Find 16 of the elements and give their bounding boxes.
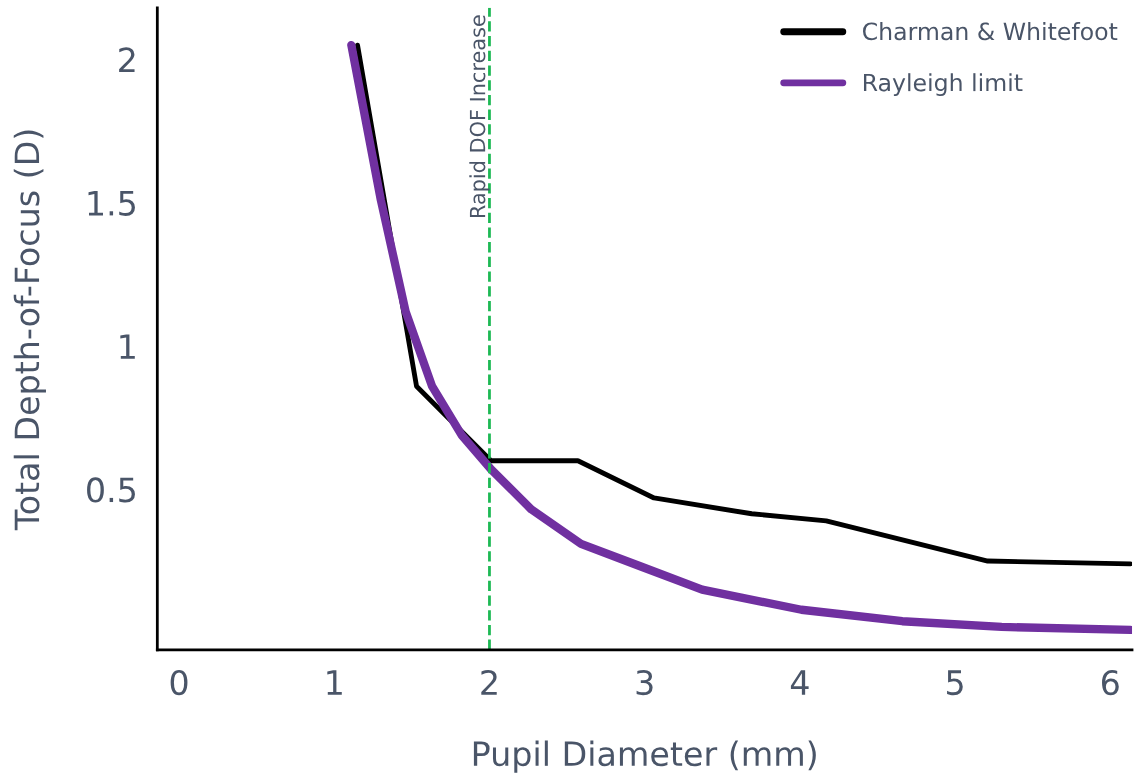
legend-label: Charman & Whitefoot bbox=[863, 22, 1118, 41]
x-tick-label: 5 bbox=[947, 670, 963, 696]
y-tick-label: 0.5 bbox=[87, 477, 135, 503]
x-tick-label: 1 bbox=[327, 670, 342, 695]
x-tick-label: 4 bbox=[790, 670, 809, 695]
x-tick-label: 0 bbox=[170, 669, 188, 696]
y-tick-label: 1 bbox=[120, 334, 135, 359]
ref-line-label: Rapid DOF Increase bbox=[469, 15, 490, 218]
x-tick-label: 6 bbox=[1102, 669, 1119, 696]
y-axis-title: Total Depth-of-Focus (D) bbox=[13, 130, 46, 531]
y-tick-label: 1.5 bbox=[88, 191, 135, 216]
y-tick-label: 2 bbox=[119, 47, 135, 73]
x-tick-label: 3 bbox=[636, 669, 653, 696]
x-axis-title: Pupil Diameter (mm) bbox=[473, 740, 816, 773]
x-tick-label: 2 bbox=[481, 669, 497, 695]
legend-label: Rayleigh limit bbox=[863, 73, 1023, 97]
